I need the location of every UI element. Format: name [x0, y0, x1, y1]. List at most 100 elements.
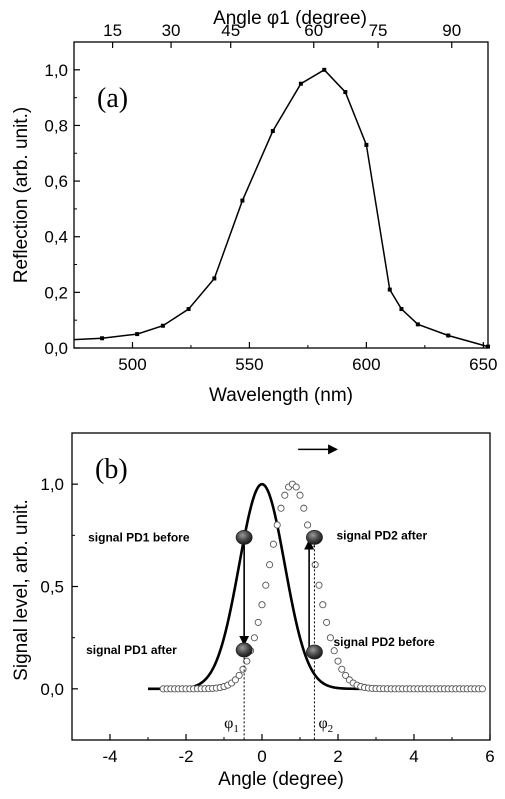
y-tick-label: 0,5	[40, 578, 64, 597]
shifted-gaussian-point	[300, 504, 308, 512]
phi-symbol: φ	[318, 715, 327, 732]
phi-subscript: 1	[233, 723, 239, 735]
y-tick-label: 0,8	[44, 116, 68, 135]
shifted-gaussian-point	[319, 601, 327, 609]
phi-label: φ2	[318, 715, 333, 735]
shifted-gaussian-point	[304, 521, 312, 529]
x-tick-label: 2	[333, 747, 342, 766]
reflection-point	[270, 129, 275, 134]
reflection-point	[100, 336, 105, 341]
shifted-gaussian-point	[311, 561, 319, 569]
shifted-gaussian-point	[478, 685, 486, 693]
y-tick-label: 1,0	[44, 61, 68, 80]
x-tick-label: 4	[409, 747, 418, 766]
reflection-point	[212, 276, 217, 281]
top-tick-label: 15	[103, 21, 122, 40]
shifted-gaussian-point	[342, 671, 350, 679]
x-tick-label: 0	[257, 747, 266, 766]
reflection-point	[160, 323, 165, 328]
phi-subscript: 2	[328, 723, 334, 735]
signal-marker	[235, 642, 253, 658]
signal-marker	[306, 529, 323, 545]
reflection-line	[73, 68, 489, 348]
reflection-point	[415, 322, 420, 327]
phi-label: φ1	[224, 715, 239, 735]
x-tick-label: 600	[352, 355, 380, 374]
shifted-gaussian-point	[277, 504, 285, 512]
shifted-gaussian-point	[258, 601, 266, 609]
top-tick-label: 60	[304, 21, 323, 40]
shifted-gaussian-point	[292, 483, 300, 491]
panel-b-x-axis-title: Angle (degree)	[218, 769, 344, 790]
panel-a-ticks: 500 550 600 650 0,0 0,2 0,4 0,6 0,8 1,0 15 30 45 60 75…	[44, 21, 497, 374]
shifted-gaussian-point	[250, 634, 258, 642]
shifted-gaussian-point	[231, 676, 239, 684]
signal-label: signal PD2 before	[333, 635, 435, 649]
reflection-point	[240, 198, 245, 203]
panel-a-x-axis-title: Wavelength (nm)	[209, 385, 353, 406]
reflection-point	[486, 344, 490, 349]
shifted-gaussian-point	[315, 581, 323, 589]
panel-a-series	[73, 67, 490, 349]
x-tick-label: 6	[485, 747, 494, 766]
x-tick-label: 550	[235, 355, 263, 374]
shifted-gaussian-point	[269, 540, 277, 548]
shifted-gaussian-point	[338, 665, 346, 673]
panel-a-frame	[73, 41, 489, 349]
shifted-gaussian-point	[266, 561, 274, 569]
reflection-point	[399, 307, 404, 312]
signal-label: signal PD2 after	[336, 528, 427, 542]
shifted-gaussian-point	[243, 657, 251, 665]
x-tick-label: -2	[178, 747, 193, 766]
shifted-gaussian-point	[254, 618, 262, 626]
x-tick-label: 650	[469, 355, 497, 374]
reflection-point	[135, 332, 140, 337]
signal-label: signal PD1 before	[88, 530, 190, 544]
y-tick-label: 0,4	[44, 228, 68, 247]
shifted-gaussian-point	[296, 491, 304, 499]
x-tick-label: -4	[102, 747, 117, 766]
reflection-point	[322, 67, 327, 72]
top-tick-label: 30	[162, 21, 181, 40]
y-tick-label: 1,0	[40, 475, 64, 494]
signal-label: signal PD1 after	[86, 643, 177, 657]
y-tick-label: 0,0	[40, 680, 64, 699]
reflection-point	[298, 81, 303, 86]
shifted-gaussian-point	[330, 647, 338, 655]
panel-b-ticks: -4 -2 0 2 4 6 0,0 0,5 1,0	[40, 432, 495, 766]
signal-marker	[235, 529, 253, 545]
shifted-gaussian-point	[281, 491, 289, 499]
reflection-point	[186, 307, 191, 312]
panel-a-top-axis-title: Angle φ1 (degree)	[213, 8, 367, 29]
signal-marker	[306, 644, 323, 660]
panel-b-series	[148, 480, 486, 693]
top-tick-label: 45	[221, 21, 240, 40]
x-tick-label: 500	[118, 355, 146, 374]
shifted-gaussian-point	[273, 521, 281, 529]
top-tick-label: 90	[442, 21, 461, 40]
panel-a-y-axis-title: Reflection (arb. unit.)	[11, 107, 32, 283]
panel-a-label: (a)	[97, 83, 128, 114]
y-tick-label: 0,0	[44, 339, 68, 358]
shifted-gaussian-point	[326, 634, 334, 642]
shifted-gaussian-point	[262, 581, 270, 589]
panel-b-label: (b)	[95, 454, 128, 485]
top-tick-label: 75	[369, 21, 388, 40]
reflection-point	[343, 90, 348, 95]
phi-symbol: φ	[224, 715, 233, 732]
reflection-point	[387, 287, 392, 292]
panel-b-frame	[71, 432, 491, 741]
shifted-gaussian-point	[334, 657, 342, 665]
y-tick-label: 0,2	[44, 283, 68, 302]
panel-b-y-axis-title: Signal level, arb. unit.	[11, 499, 32, 681]
reflection-point	[446, 333, 451, 338]
shifted-gaussian-point	[235, 671, 243, 679]
reflection-point	[364, 142, 369, 147]
panel-a: 500 550 600 650 0,0 0,2 0,4 0,6 0,8 1,0 15 30 45 60 75…	[11, 8, 498, 406]
y-tick-label: 0,6	[44, 172, 68, 191]
shifted-gaussian-point	[239, 665, 247, 673]
shifted-gaussian-point	[323, 618, 331, 626]
